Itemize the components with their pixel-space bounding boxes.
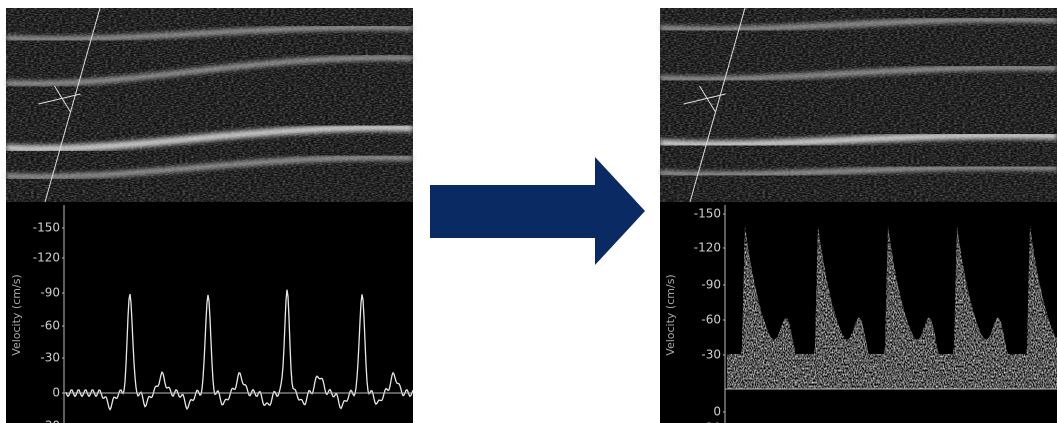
panel: -150-120-90-60-30030Velocity (cm/s) <box>660 8 1057 423</box>
tick-label: -90 <box>40 286 60 300</box>
tick-label: 0 <box>713 405 721 419</box>
tick-label: -150 <box>694 207 721 221</box>
tick-label: -120 <box>33 251 60 265</box>
tick-label: -60 <box>40 319 60 333</box>
tick-label: 0 <box>52 386 60 400</box>
arrow <box>430 157 645 265</box>
panel: -150 -120 -90 -60 -30 0 30 Velocity (cm/s) <box>6 8 413 423</box>
tick-label: -150 <box>33 221 60 235</box>
axis-label: Velocity (cm/s) <box>10 274 23 355</box>
figure: -150 -120 -90 -60 -30 0 30 Velocity (cm/s) -150… <box>0 0 1057 423</box>
tick-label: 30 <box>45 419 60 423</box>
tick-label: -90 <box>701 278 721 292</box>
axis-label: Velocity (cm/s) <box>664 274 677 355</box>
tick-label: -30 <box>40 351 60 365</box>
tick-label: -30 <box>701 348 721 362</box>
tick-label: -60 <box>701 313 721 327</box>
tick-label: -120 <box>694 241 721 255</box>
